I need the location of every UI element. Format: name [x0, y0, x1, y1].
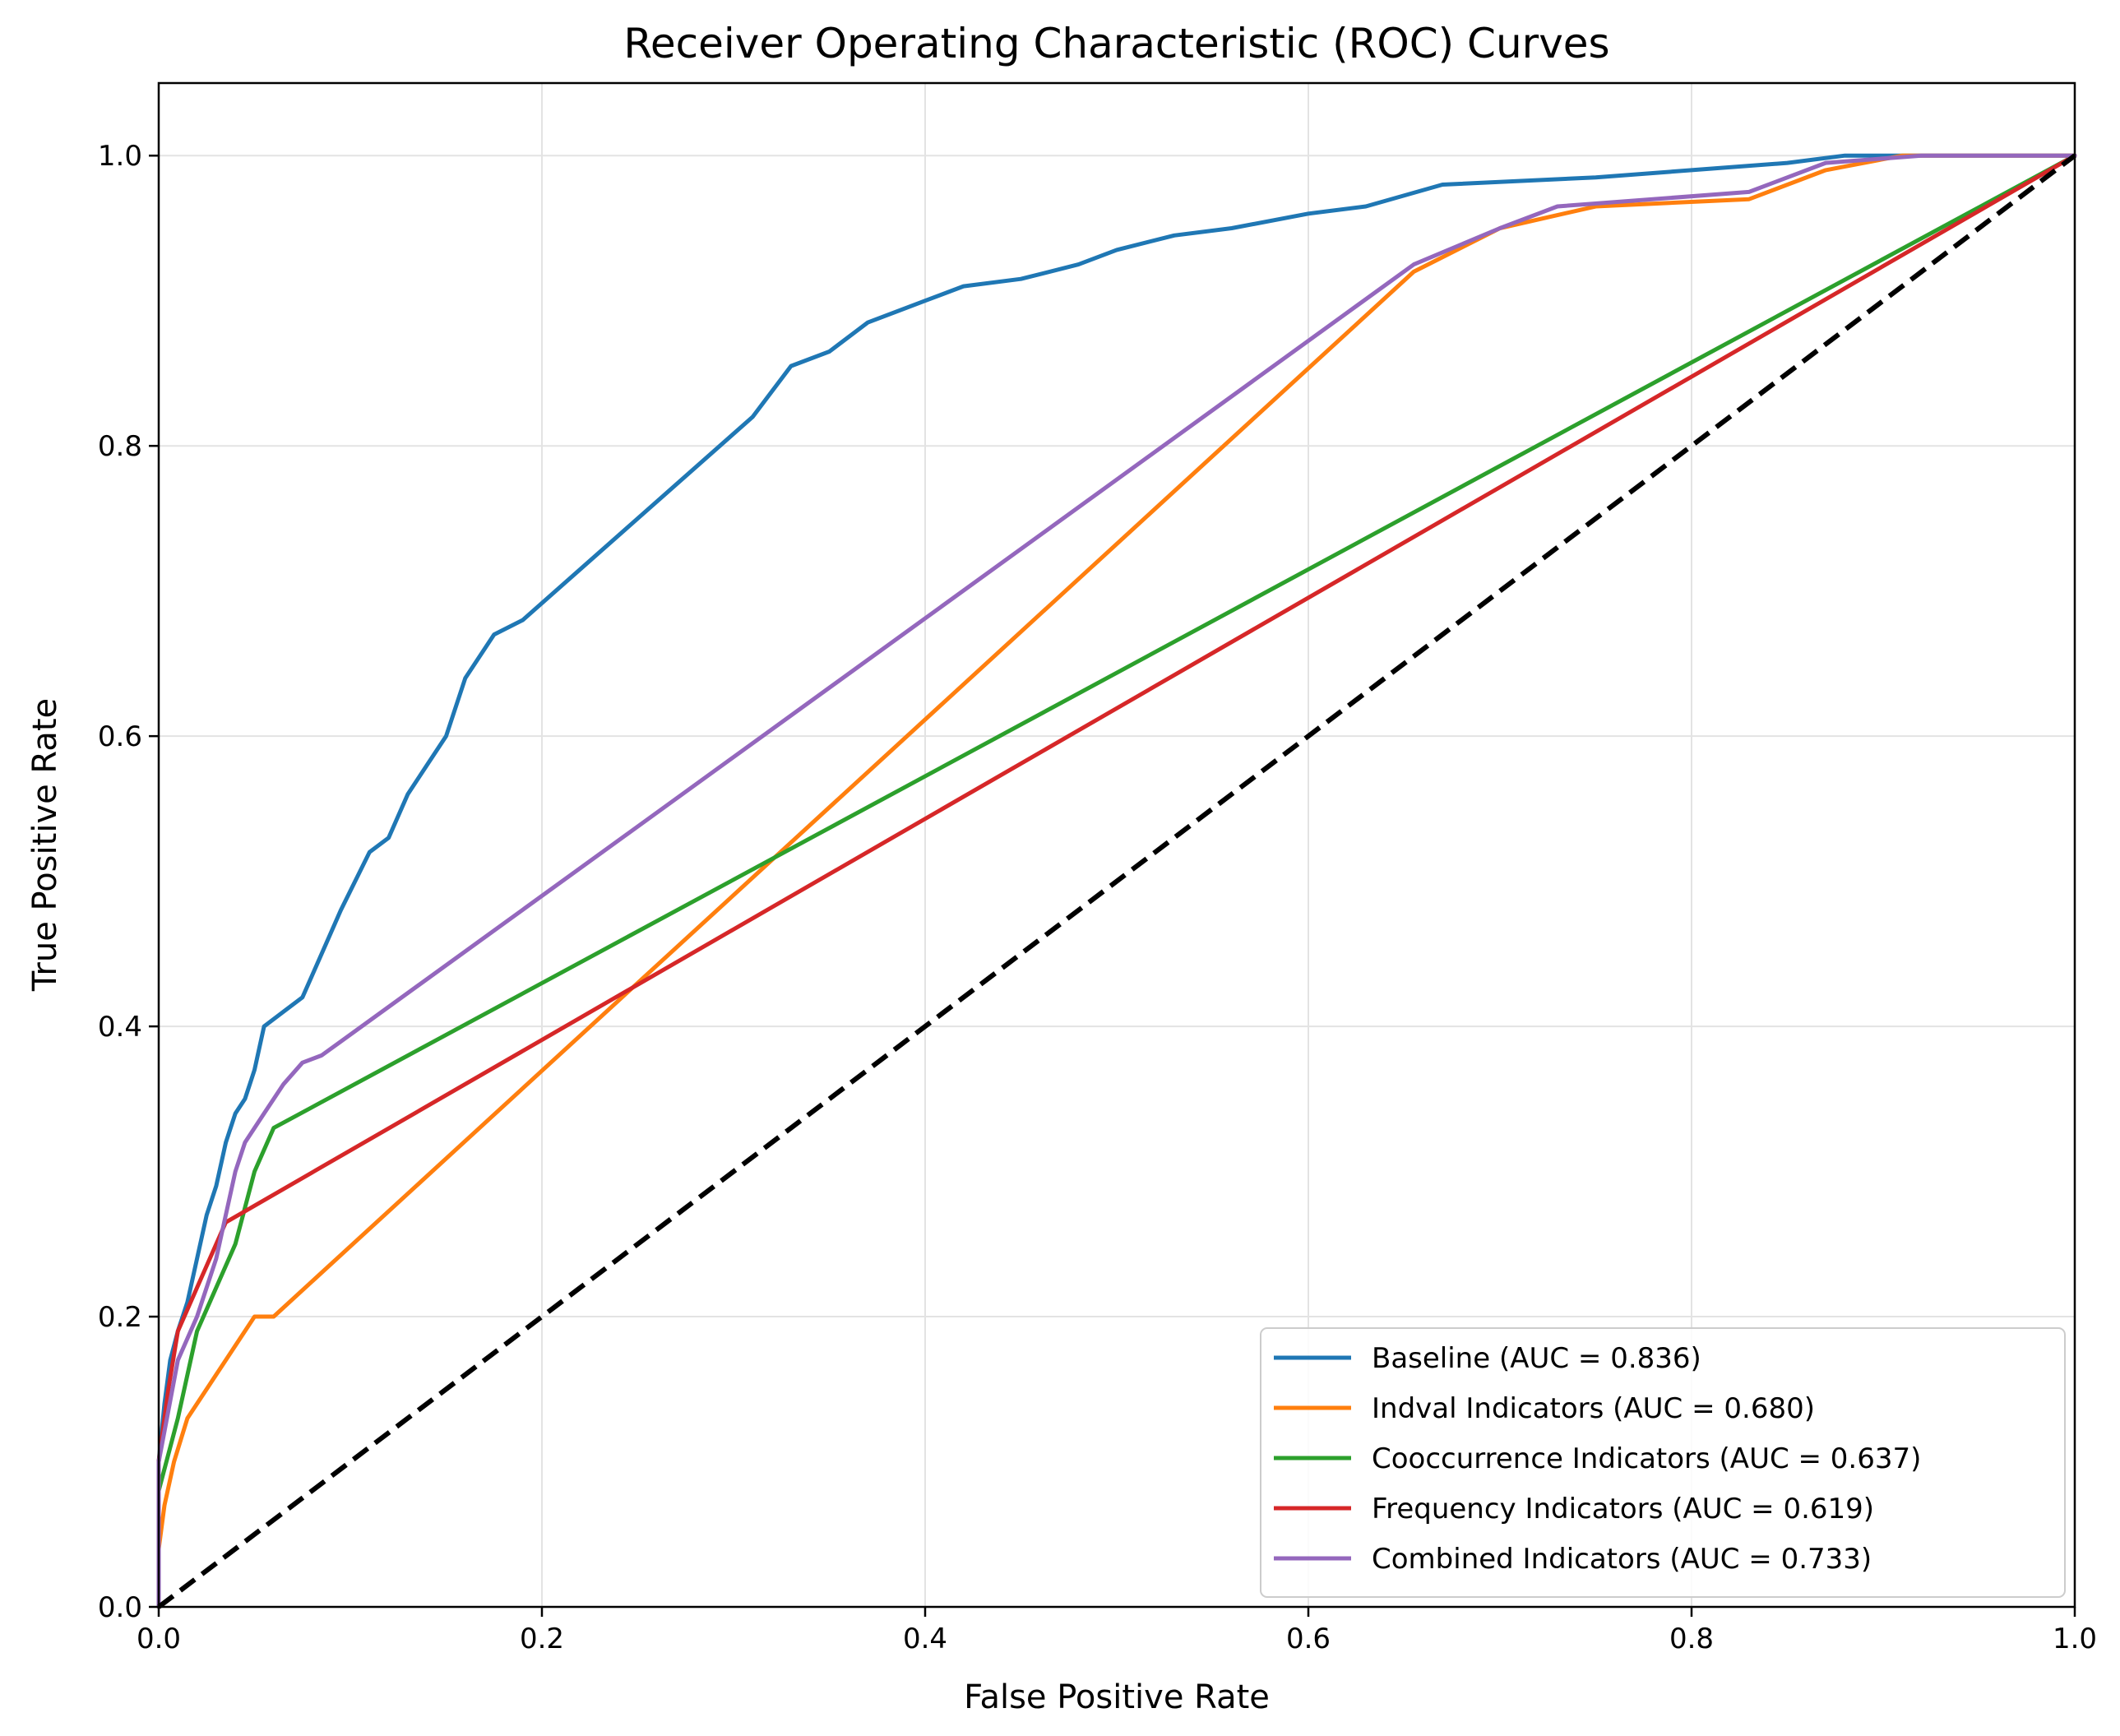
legend-label: Combined Indicators (AUC = 0.733): [1372, 1543, 1872, 1576]
y-tick-label: 0.0: [98, 1591, 142, 1624]
x-tick-label: 0.8: [1669, 1623, 1714, 1655]
legend-label: Cooccurrence Indicators (AUC = 0.637): [1372, 1442, 1921, 1475]
legend-label: Indval Indicators (AUC = 0.680): [1372, 1392, 1815, 1425]
series-line-3: [156, 153, 2077, 1609]
series-line-5: [156, 153, 2077, 1609]
legend-box: [1260, 1327, 2066, 1598]
x-axis-label: False Positive Rate: [964, 1678, 1270, 1716]
y-tick-label: 0.2: [98, 1301, 142, 1334]
series-line-2: [156, 153, 2077, 1609]
series-line-1: [156, 153, 2077, 1609]
y-tick-label: 0.4: [98, 1011, 142, 1044]
legend-label: Frequency Indicators (AUC = 0.619): [1372, 1493, 1874, 1525]
diagonal-reference-line: [157, 153, 2076, 1609]
legend: Baseline (AUC = 0.836) Indval Indicators …: [1260, 1327, 2066, 1598]
x-tick-label: 0.6: [1286, 1623, 1331, 1655]
legend-label: Baseline (AUC = 0.836): [1372, 1342, 1701, 1375]
x-tick-label: 0.2: [520, 1623, 564, 1655]
plot-frame: [157, 81, 2076, 1609]
y-axis-label: True Positive Rate: [26, 698, 64, 992]
x-tick-label: 0.0: [137, 1623, 181, 1655]
y-tick-label: 1.0: [98, 140, 142, 173]
tick-layer: 0.0 0.2 0.4 0.6 0.8 1.0 0.0 0.2 0.4 0.6 0.8 1.0: [98, 140, 2097, 1655]
y-tick-label: 0.6: [98, 720, 142, 753]
y-tick-label: 0.8: [98, 430, 142, 463]
grid: [158, 83, 2076, 1608]
chart-title: Receiver Operating Characteristic (ROC) …: [623, 20, 1609, 67]
x-tick-label: 0.4: [903, 1623, 947, 1655]
x-tick-label: 1.0: [2053, 1623, 2097, 1655]
